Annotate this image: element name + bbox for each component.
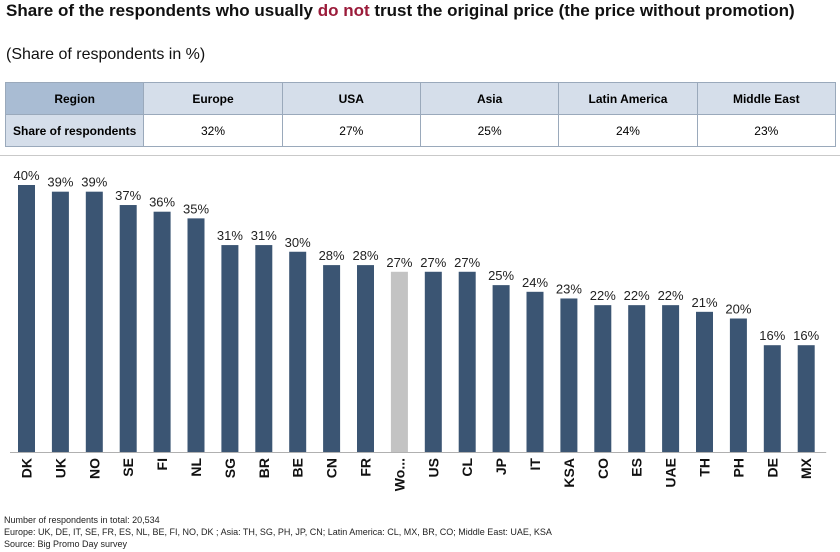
section-divider (0, 155, 840, 156)
header-region-asia: Asia (419, 82, 560, 115)
data-label-de: 16% (759, 328, 785, 343)
data-label-fr: 28% (352, 248, 378, 263)
bar-sg (221, 245, 239, 452)
bar-fr (357, 265, 374, 452)
bar-th (696, 311, 713, 452)
chart-footer: Number of respondents in total: 20,534 E… (4, 514, 552, 550)
tick-label-se: SE (120, 458, 136, 477)
data-label-dk: 40% (13, 168, 39, 183)
tick-label-ph: PH (730, 458, 746, 477)
tick-label-ksa: KSA (561, 458, 577, 488)
bar-cl (458, 271, 476, 452)
region-summary-table: Region Europe USA Asia Latin America Mid… (4, 82, 837, 147)
tick-label-sg: SG (222, 458, 238, 478)
row-label-share: Share of respondents (4, 114, 145, 147)
bar-se (119, 205, 137, 452)
bar-co (594, 305, 612, 452)
data-label-se: 37% (115, 188, 141, 203)
tick-label-us: US (425, 458, 441, 477)
table-header-row: Region Europe USA Asia Latin America Mid… (4, 82, 837, 115)
bar-us (424, 271, 442, 452)
tick-label-cl: CL (459, 458, 475, 477)
footer-source-note: Source: Big Promo Day survey (4, 539, 128, 549)
data-label-cl: 27% (454, 255, 480, 270)
bar-it (526, 291, 544, 452)
bar-fi (153, 211, 171, 452)
tick-label-be: BE (290, 458, 306, 477)
data-label-fi: 36% (149, 195, 175, 210)
tick-label-de: DE (764, 458, 780, 477)
chart-subtitle: (Share of respondents in %) (6, 46, 206, 63)
footer-regions-note: Europe: UK, DE, IT, SE, FR, ES, NL, BE, … (4, 527, 552, 537)
data-label-ph: 20% (725, 302, 751, 317)
bar-uk (51, 191, 69, 453)
data-label-br: 31% (251, 228, 277, 243)
header-region-label: Region (4, 82, 145, 115)
title-highlight: do not (317, 1, 370, 20)
bar-es (628, 305, 646, 452)
bar-nl (187, 218, 205, 452)
bar-mx (797, 345, 815, 452)
title-part-1: Share of the respondents who usually (6, 1, 318, 20)
data-label-it: 24% (522, 275, 548, 290)
title-part-2: trust the original price (the price with… (369, 1, 795, 20)
data-label-sg: 31% (217, 228, 243, 243)
bar-be (289, 251, 307, 452)
data-label-es: 22% (624, 288, 650, 303)
header-region-usa: USA (281, 82, 421, 115)
data-label-nl: 35% (183, 201, 209, 216)
header-region-latin-america: Latin America (558, 82, 698, 115)
tick-label-jp: JP (493, 458, 509, 475)
bar-ksa (560, 298, 578, 452)
tick-label-fr: FR (358, 458, 374, 477)
tick-label-nl: NL (188, 458, 204, 477)
data-label-be: 30% (285, 235, 311, 250)
data-label-no: 39% (81, 175, 107, 190)
value-usa: 27% (281, 114, 421, 147)
tick-label-uk: UK (52, 458, 68, 478)
bar-cn (323, 265, 341, 452)
tick-label-th: TH (697, 458, 713, 477)
tick-label-fi: FI (154, 458, 170, 470)
data-label-wo: 27% (386, 255, 412, 270)
tick-label-mx: MX (798, 457, 814, 479)
bar-no (85, 191, 103, 453)
bar-uae (662, 305, 680, 452)
value-europe: 32% (143, 114, 283, 147)
data-label-mx: 16% (793, 328, 819, 343)
tick-label-dk: DK (19, 458, 35, 478)
data-label-uk: 39% (47, 175, 73, 190)
table-value-row: Share of respondents 32% 27% 25% 24% 23% (4, 114, 837, 147)
data-label-jp: 25% (488, 268, 514, 283)
data-label-cn: 28% (319, 248, 345, 263)
bar-wo (390, 271, 408, 452)
tick-label-uae: UAE (663, 458, 679, 488)
bar-jp (492, 285, 510, 452)
data-label-co: 22% (590, 288, 616, 303)
value-latin-america: 24% (558, 114, 698, 147)
bar-br (255, 245, 273, 452)
bar-chart: 40% DK 39% UK 39% NO 37% SE 36% FI 35% NL 31% SG 31% BR… (10, 168, 827, 491)
chart-title: Share of the respondents who usually do … (6, 1, 826, 21)
data-label-us: 27% (420, 255, 446, 270)
bar-de (763, 345, 781, 452)
header-region-middle-east: Middle East (696, 82, 837, 115)
bar-dk (18, 185, 35, 452)
tick-label-cn: CN (324, 458, 340, 478)
data-label-th: 21% (691, 295, 717, 310)
tick-label-wo: Wo... (391, 458, 407, 491)
tick-label-br: BR (256, 458, 272, 478)
tick-label-it: IT (527, 458, 543, 471)
value-asia: 25% (419, 114, 560, 147)
bar-ph (729, 318, 747, 452)
data-label-uae: 22% (658, 288, 684, 303)
tick-label-co: CO (595, 458, 611, 479)
header-region-europe: Europe (143, 82, 283, 115)
data-label-ksa: 23% (556, 281, 582, 296)
tick-label-no: NO (86, 458, 102, 479)
tick-label-es: ES (629, 458, 645, 477)
footer-respondents-note: Number of respondents in total: 20,534 (4, 515, 160, 525)
value-middle-east: 23% (696, 114, 837, 147)
